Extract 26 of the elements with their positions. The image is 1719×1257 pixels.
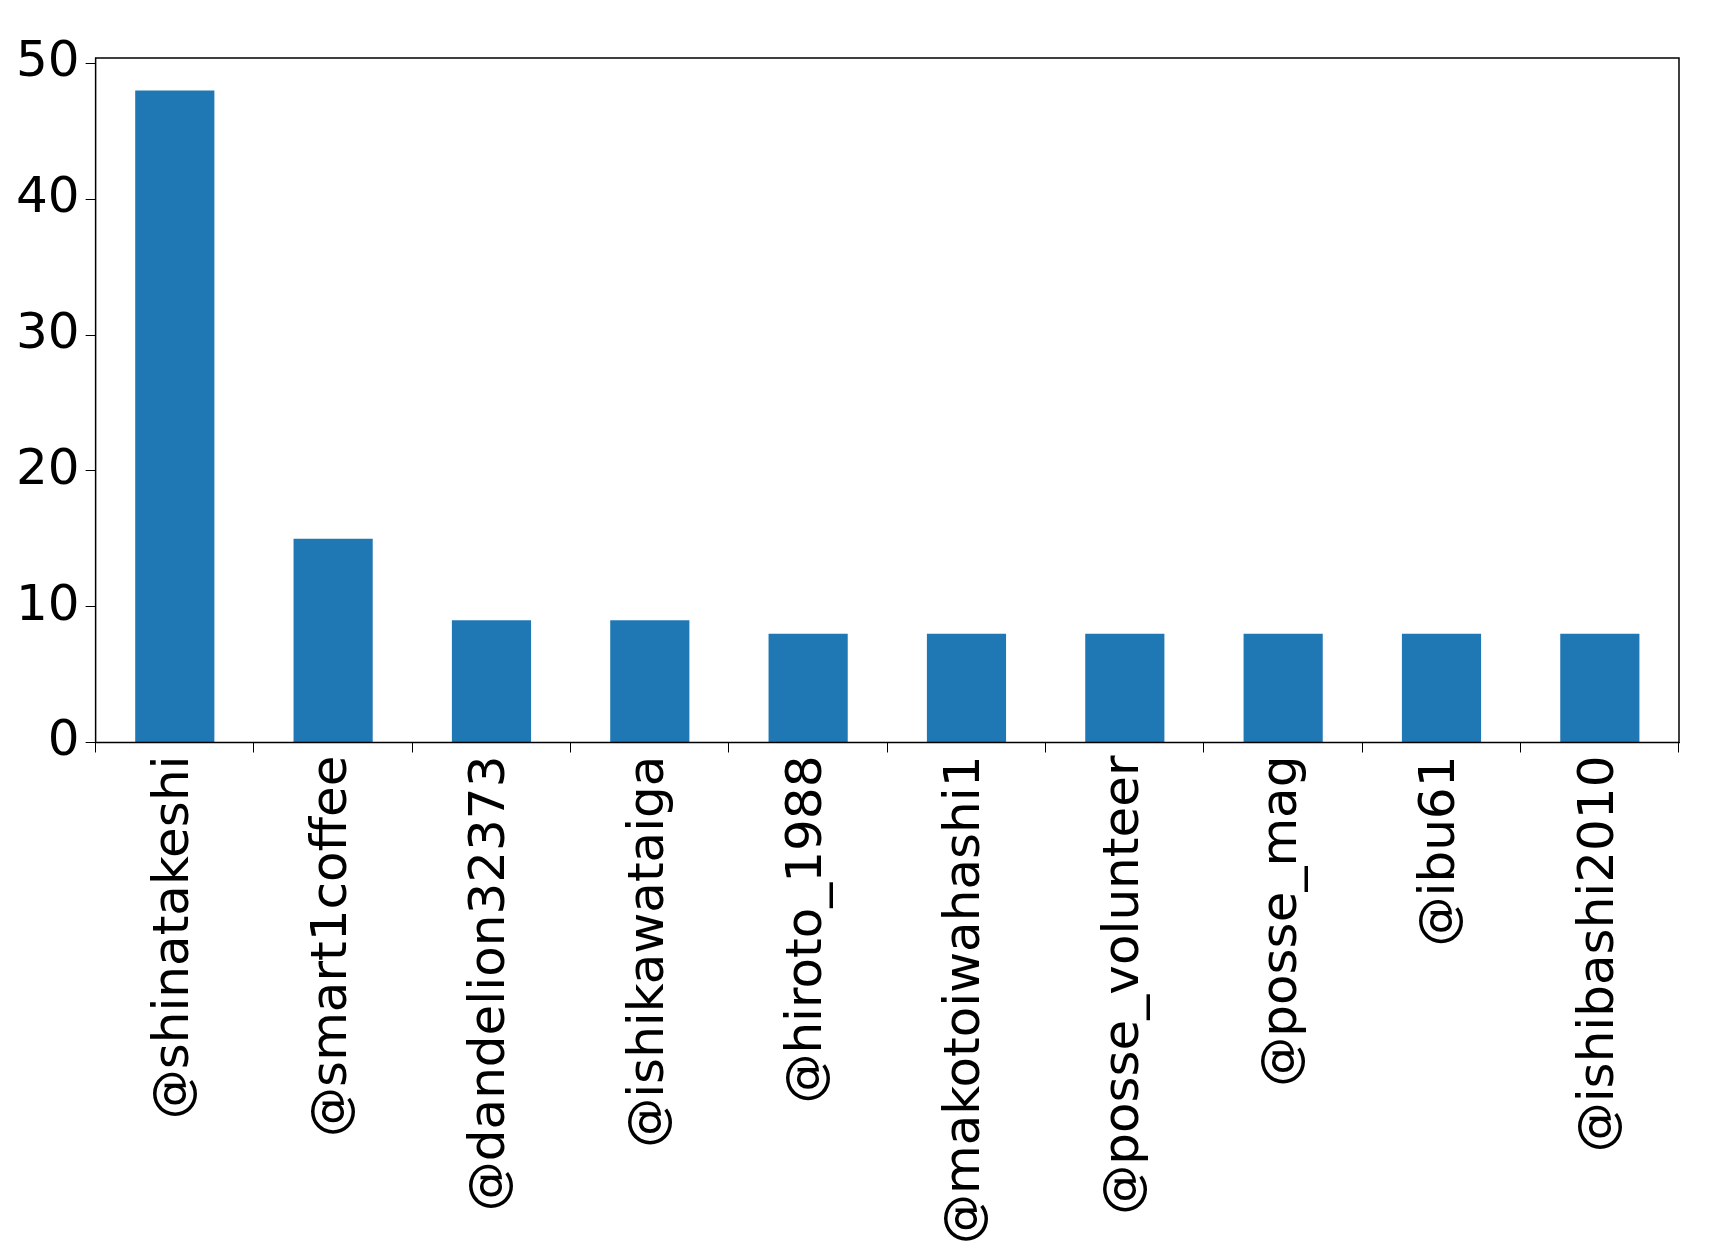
bar: [926, 633, 1007, 742]
x-tick-label: @hiroto_1988: [775, 755, 834, 1104]
bar: [1560, 633, 1640, 742]
x-tick-label: @smart1coffee: [300, 755, 359, 1137]
y-tick-label: 10: [16, 573, 80, 632]
x-tick-label: @ishikawataiga: [616, 755, 675, 1148]
x-tick-label: @shinatakeshi: [141, 755, 200, 1120]
y-tick-label: 30: [16, 302, 80, 361]
bar: [1243, 633, 1323, 742]
bar: [1401, 633, 1482, 742]
x-tick-label: @posse_mag: [1250, 755, 1309, 1087]
x-tick-label: @makotoiwahashi1: [933, 755, 992, 1245]
x-tick-label: @ishibashi2010: [1566, 755, 1625, 1153]
y-tick-label: 0: [47, 709, 80, 768]
bar: [135, 90, 215, 742]
bar: [1085, 633, 1165, 742]
bar: [451, 620, 532, 742]
x-tick-label: @ibu61: [1408, 755, 1467, 947]
y-tick-label: 20: [16, 437, 80, 496]
y-tick-label: 50: [16, 30, 80, 89]
y-tick-label: 40: [16, 166, 80, 225]
x-tick-label: @posse_volunteer: [1091, 755, 1150, 1215]
x-tick-label: @dandelion32373: [458, 755, 517, 1212]
bar: [293, 538, 373, 742]
bar: [610, 620, 690, 742]
bar: [768, 633, 848, 742]
